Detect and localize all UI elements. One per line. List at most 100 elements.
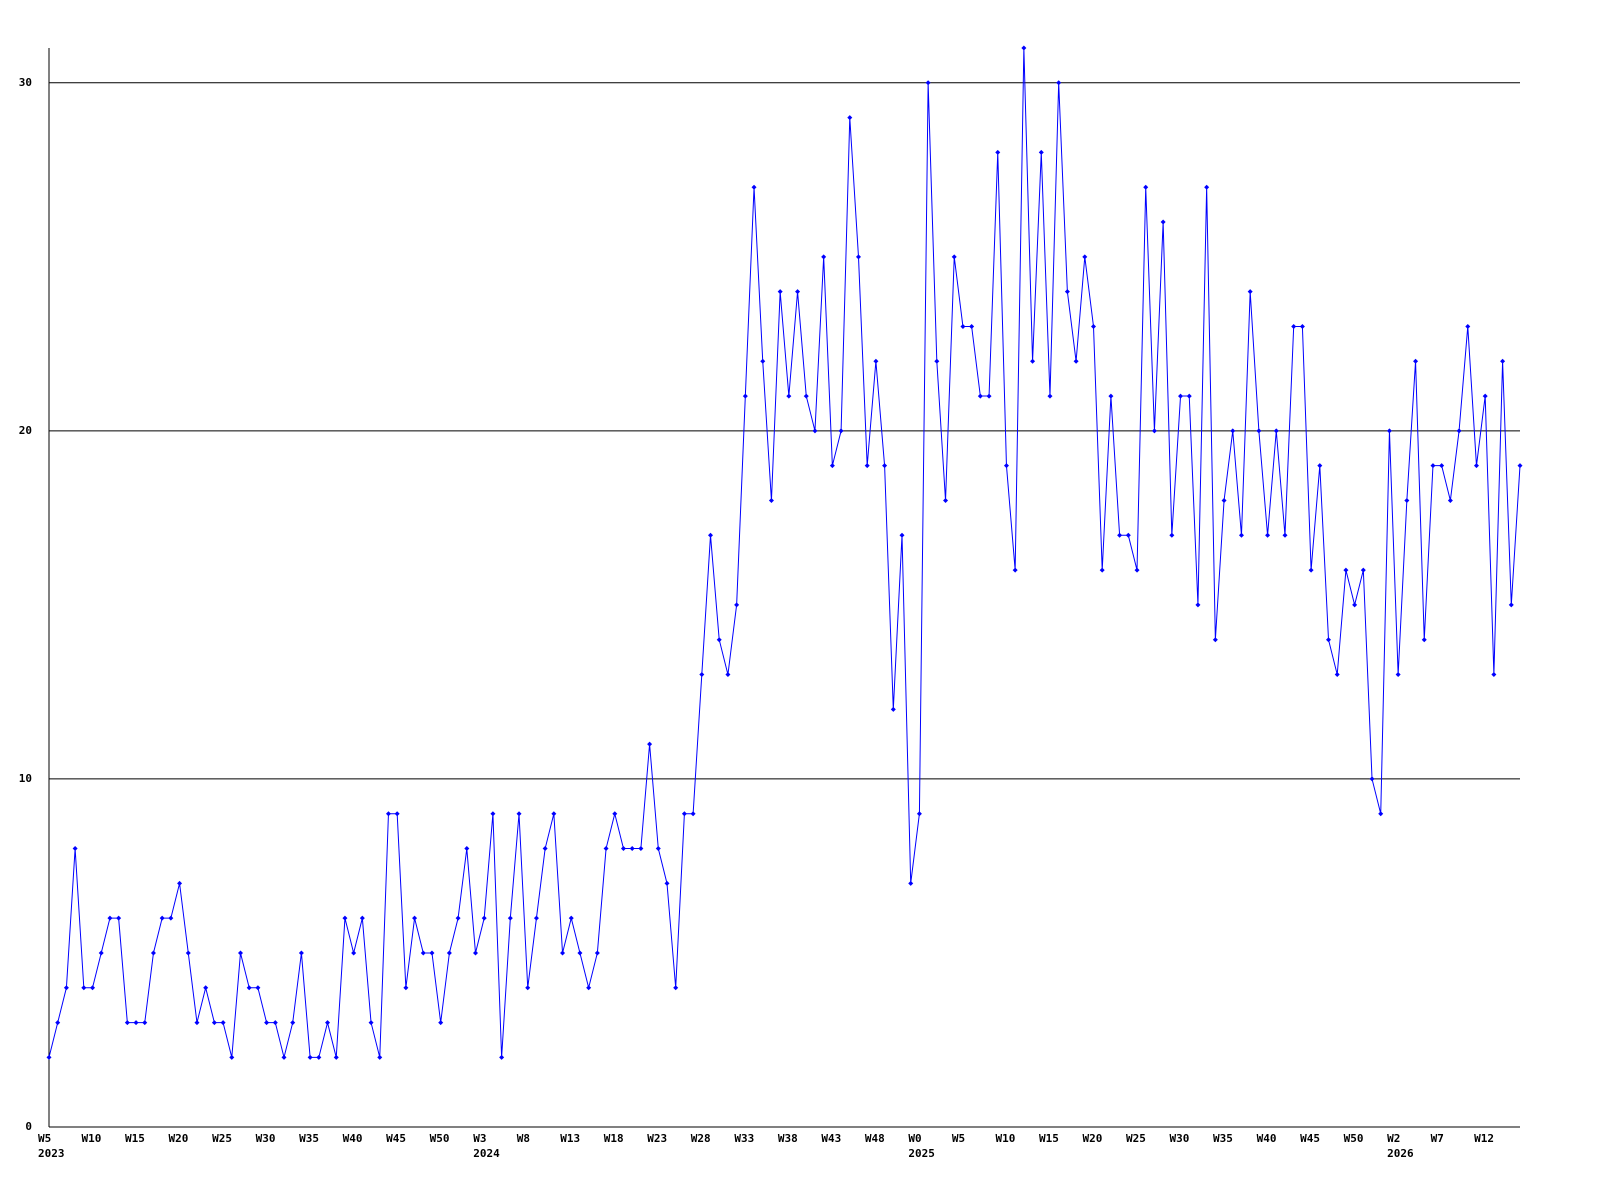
data-point: [481, 915, 487, 921]
x-tick-label: W45: [1300, 1132, 1320, 1145]
data-point: [908, 880, 914, 886]
data-point: [551, 811, 557, 817]
x-tick-label: W40: [1257, 1132, 1277, 1145]
data-point: [812, 428, 818, 434]
data-point: [1299, 323, 1305, 329]
data-point: [1038, 149, 1044, 155]
data-point: [385, 811, 391, 817]
data-point: [786, 393, 792, 399]
data-point: [1265, 532, 1271, 538]
data-point: [473, 950, 479, 956]
x-tick-label: W8: [517, 1132, 530, 1145]
data-point: [237, 950, 243, 956]
data-point: [1491, 672, 1497, 678]
x-year-label: 2025: [908, 1147, 935, 1160]
data-point: [1439, 463, 1445, 469]
data-point: [359, 915, 365, 921]
x-year-label: 2026: [1387, 1147, 1414, 1160]
x-tick-label: W5: [38, 1132, 51, 1145]
x-tick-label: W10: [995, 1132, 1015, 1145]
x-tick-label: W25: [212, 1132, 232, 1145]
x-tick-label: W2: [1387, 1132, 1400, 1145]
data-point: [272, 1020, 278, 1026]
data-point: [1143, 184, 1149, 190]
data-point: [533, 915, 539, 921]
data-point: [751, 184, 757, 190]
x-tick-label: W35: [299, 1132, 319, 1145]
data-point: [916, 811, 922, 817]
data-point: [90, 985, 96, 991]
data-point: [168, 915, 174, 921]
data-point: [246, 985, 252, 991]
data-point: [1134, 567, 1140, 573]
data-point: [1473, 463, 1479, 469]
x-tick-label: W13: [560, 1132, 580, 1145]
data-point: [829, 463, 835, 469]
data-point: [969, 323, 975, 329]
data-point: [1117, 532, 1123, 538]
data-point: [768, 497, 774, 503]
data-point: [1508, 602, 1514, 608]
data-point: [664, 880, 670, 886]
data-point: [934, 358, 940, 364]
data-point: [1073, 358, 1079, 364]
data-point: [1447, 497, 1453, 503]
data-point: [1212, 637, 1218, 643]
data-point: [568, 915, 574, 921]
data-point: [612, 811, 618, 817]
data-point: [1178, 393, 1184, 399]
x-tick-label: W10: [82, 1132, 102, 1145]
data-point: [925, 80, 931, 86]
data-point: [290, 1020, 296, 1026]
data-point: [1482, 393, 1488, 399]
data-point: [1308, 567, 1314, 573]
x-tick-label: W3: [473, 1132, 486, 1145]
data-point: [1334, 672, 1340, 678]
data-point: [107, 915, 113, 921]
data-point: [777, 289, 783, 295]
data-point: [1230, 428, 1236, 434]
data-point: [177, 880, 183, 886]
data-point: [55, 1020, 61, 1026]
data-point: [638, 846, 644, 852]
data-point: [81, 985, 87, 991]
data-point: [725, 672, 731, 678]
x-tick-label: W7: [1431, 1132, 1444, 1145]
data-point: [1369, 776, 1375, 782]
data-point: [899, 532, 905, 538]
data-point: [229, 1054, 235, 1060]
data-point: [281, 1054, 287, 1060]
data-point: [1047, 393, 1053, 399]
data-point: [98, 950, 104, 956]
data-point: [211, 1020, 217, 1026]
data-point: [760, 358, 766, 364]
data-point: [1064, 289, 1070, 295]
data-point: [72, 846, 78, 852]
data-point: [960, 323, 966, 329]
data-point: [1360, 567, 1366, 573]
data-point: [1247, 289, 1253, 295]
data-point: [1404, 497, 1410, 503]
x-tick-label: W28: [691, 1132, 711, 1145]
data-point: [194, 1020, 200, 1026]
data-point: [333, 1054, 339, 1060]
data-point: [1413, 358, 1419, 364]
data-point: [1430, 463, 1436, 469]
data-point: [264, 1020, 270, 1026]
data-point: [716, 637, 722, 643]
data-point: [1160, 219, 1166, 225]
data-point: [629, 846, 635, 852]
data-point: [429, 950, 435, 956]
x-tick-label: W38: [778, 1132, 798, 1145]
data-point: [124, 1020, 130, 1026]
x-tick-label: W48: [865, 1132, 885, 1145]
data-point: [708, 532, 714, 538]
data-point: [977, 393, 983, 399]
data-point: [1317, 463, 1323, 469]
x-tick-label: W15: [125, 1132, 145, 1145]
data-point: [542, 846, 548, 852]
data-point: [995, 149, 1001, 155]
data-point: [864, 463, 870, 469]
data-point: [882, 463, 888, 469]
data-point: [647, 741, 653, 747]
